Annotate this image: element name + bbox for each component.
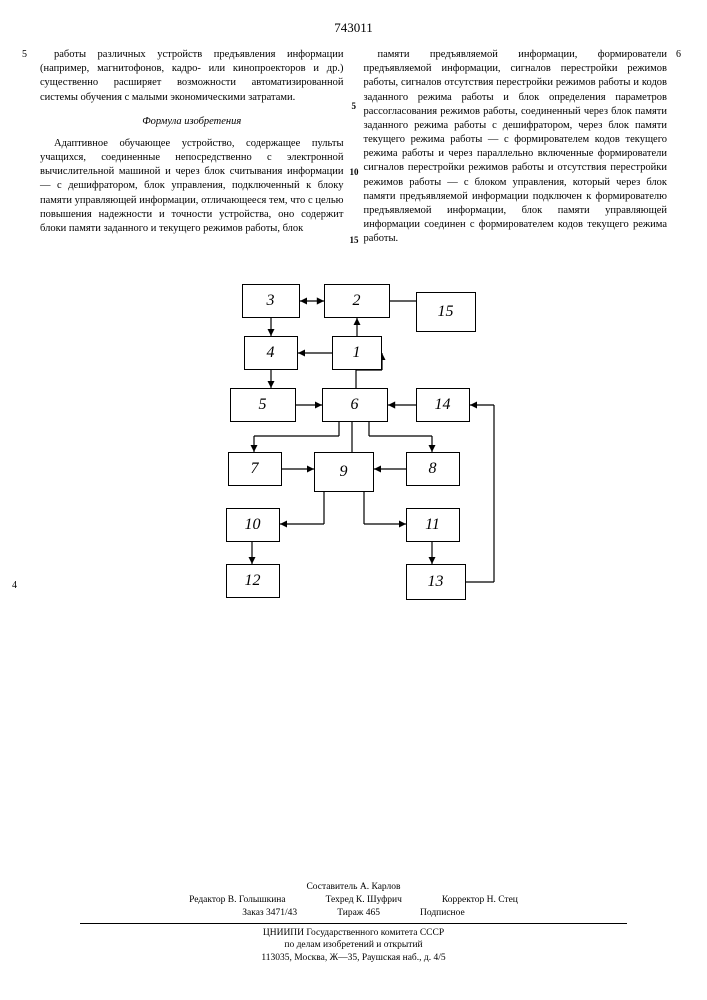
node-12: 12 <box>226 564 280 598</box>
tirazh: Тираж 465 <box>337 907 380 920</box>
address: 113035, Москва, Ж—35, Раушская наб., д. … <box>0 952 707 965</box>
podpisnoe: Подписное <box>420 907 465 920</box>
order-row: Заказ 3471/43 Тираж 465 Подписное <box>0 907 707 920</box>
formula-heading: Формула изобретения <box>40 115 344 129</box>
text-columns: 5 работы различных устройств предъявлени… <box>40 48 667 246</box>
node-10: 10 <box>226 508 280 542</box>
node-3: 3 <box>242 284 300 318</box>
patent-number: 743011 <box>40 20 667 36</box>
line-num-5: 5 <box>352 100 357 112</box>
org1: ЦНИИПИ Государственного комитета СССР <box>0 927 707 940</box>
side-num-4: 4 <box>12 580 17 591</box>
node-4: 4 <box>244 336 298 370</box>
line-num-15: 15 <box>350 234 359 246</box>
tech: Техред К. Шуфрич <box>326 894 402 907</box>
node-1: 1 <box>332 336 382 370</box>
right-para-1: памяти предъявляемой информации, формиро… <box>364 48 668 246</box>
node-11: 11 <box>406 508 460 542</box>
node-5: 5 <box>230 388 296 422</box>
node-8: 8 <box>406 452 460 486</box>
right-column: 6 5 10 15 памяти предъявляемой информаци… <box>364 48 668 246</box>
credits-row: Редактор В. Голышкина Техред К. Шуфрич К… <box>0 894 707 907</box>
column-number-right: 6 <box>676 48 681 62</box>
left-para-1: работы различных устройств предъявления … <box>40 48 344 105</box>
line-num-10: 10 <box>350 166 359 178</box>
footer: Составитель А. Карлов Редактор В. Голышк… <box>0 881 707 965</box>
node-7: 7 <box>228 452 282 486</box>
footer-divider <box>80 923 627 924</box>
left-column: 5 работы различных устройств предъявлени… <box>40 48 344 246</box>
node-6: 6 <box>322 388 388 422</box>
org2: по делам изобретений и открытий <box>0 939 707 952</box>
column-number-left: 5 <box>22 48 27 62</box>
node-14: 14 <box>416 388 470 422</box>
node-9: 9 <box>314 452 374 492</box>
corrector: Корректор Н. Стец <box>442 894 518 907</box>
compiler-line: Составитель А. Карлов <box>0 881 707 894</box>
editor: Редактор В. Голышкина <box>189 894 286 907</box>
order: Заказ 3471/43 <box>242 907 297 920</box>
node-13: 13 <box>406 564 466 600</box>
left-para-2: Адаптивное обучающее устройство, содержа… <box>40 137 344 236</box>
page: 743011 5 работы различных устройств пред… <box>0 0 707 1000</box>
block-diagram: 123456789101112131415 <box>184 276 524 646</box>
node-2: 2 <box>324 284 390 318</box>
node-15: 15 <box>416 292 476 332</box>
